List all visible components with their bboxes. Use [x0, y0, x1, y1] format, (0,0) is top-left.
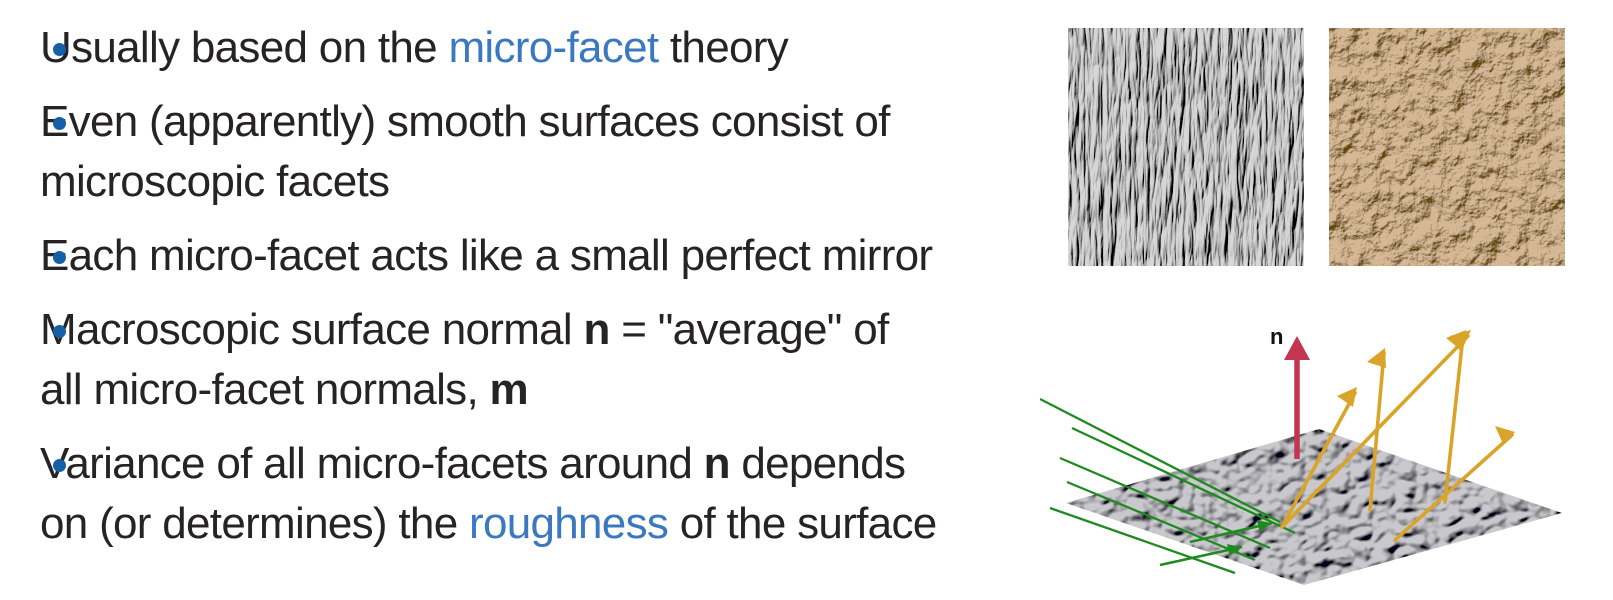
svg-text:n: n [1270, 324, 1283, 349]
